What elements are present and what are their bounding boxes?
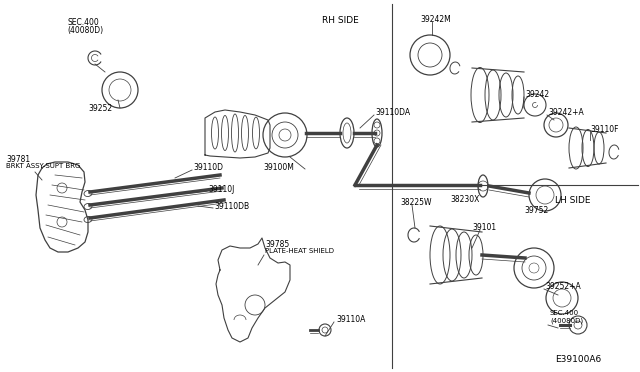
Text: 38230X: 38230X xyxy=(450,195,479,204)
Text: (40080D): (40080D) xyxy=(550,318,583,324)
Text: 39252: 39252 xyxy=(88,104,112,113)
Text: BRKT ASSY-SUPT BRG: BRKT ASSY-SUPT BRG xyxy=(6,163,81,169)
Text: (40080D): (40080D) xyxy=(67,26,103,35)
Text: 39110F: 39110F xyxy=(590,125,618,134)
Text: 39252+A: 39252+A xyxy=(545,282,580,291)
Text: 39752: 39752 xyxy=(524,206,548,215)
Text: SEC.400: SEC.400 xyxy=(67,18,99,27)
Text: RH SIDE: RH SIDE xyxy=(322,16,359,25)
Text: 39110DB: 39110DB xyxy=(214,202,249,211)
Text: 39110DA: 39110DA xyxy=(375,108,410,117)
Text: 39242M: 39242M xyxy=(420,15,451,24)
Text: 39110A: 39110A xyxy=(336,315,365,324)
Text: 39100M: 39100M xyxy=(263,163,294,172)
Text: LH SIDE: LH SIDE xyxy=(555,196,591,205)
Text: 38225W: 38225W xyxy=(400,198,431,207)
Text: 39110D: 39110D xyxy=(193,163,223,172)
Text: E39100A6: E39100A6 xyxy=(555,355,601,364)
Text: 39242: 39242 xyxy=(525,90,549,99)
Text: 39110J: 39110J xyxy=(208,185,234,194)
Text: 39242+A: 39242+A xyxy=(548,108,584,117)
Text: 39101: 39101 xyxy=(472,223,496,232)
Text: 39785: 39785 xyxy=(265,240,289,249)
Text: PLATE-HEAT SHIELD: PLATE-HEAT SHIELD xyxy=(265,248,334,254)
Text: SEC.400: SEC.400 xyxy=(550,310,579,316)
Text: 39781: 39781 xyxy=(6,155,30,164)
